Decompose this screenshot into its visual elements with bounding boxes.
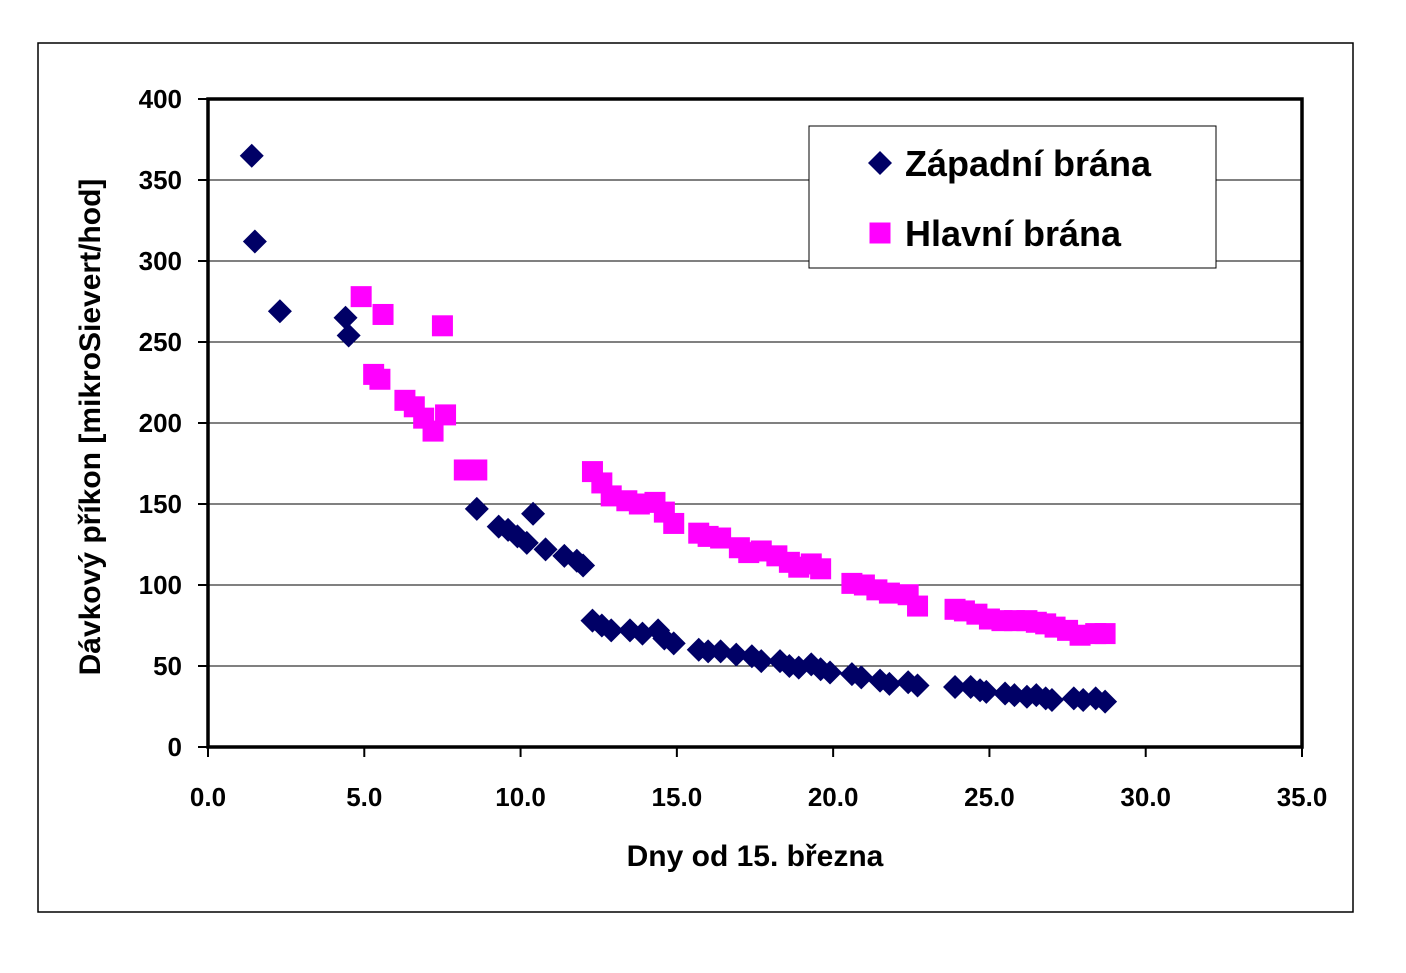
y-tick-label: 200 bbox=[139, 408, 182, 438]
data-point-series-0 bbox=[242, 229, 267, 254]
x-axis-ticks: 0.0 5.0 10.0 15.0 20.0 25.0 30.0 35.0 bbox=[190, 747, 1327, 812]
x-tick-label: 10.0 bbox=[495, 782, 546, 812]
data-point-series-0 bbox=[818, 660, 843, 685]
data-point-series-1 bbox=[710, 527, 732, 549]
data-point-series-0 bbox=[464, 496, 489, 521]
data-point-series-1 bbox=[369, 368, 391, 390]
legend-marker-1 bbox=[869, 222, 891, 244]
data-point-series-0 bbox=[849, 665, 874, 690]
legend-marker-0 bbox=[868, 151, 892, 175]
data-point-series-0 bbox=[1002, 683, 1027, 708]
data-point-series-1 bbox=[663, 512, 685, 534]
y-tick-label: 350 bbox=[139, 165, 182, 195]
data-point-series-0 bbox=[599, 618, 624, 643]
series-markers bbox=[239, 143, 1118, 714]
x-tick-label: 30.0 bbox=[1120, 782, 1171, 812]
data-point-series-0 bbox=[1093, 689, 1118, 714]
data-point-series-0 bbox=[749, 649, 774, 674]
data-point-series-1 bbox=[1094, 623, 1116, 645]
data-point-series-0 bbox=[630, 621, 655, 646]
data-point-series-0 bbox=[514, 530, 539, 555]
data-point-series-0 bbox=[877, 671, 902, 696]
data-point-series-0 bbox=[571, 553, 596, 578]
y-axis-ticks: 0 50 100 150 200 250 300 350 400 bbox=[139, 84, 208, 762]
data-point-series-0 bbox=[974, 679, 999, 704]
y-tick-label: 250 bbox=[139, 327, 182, 357]
data-point-series-1 bbox=[435, 404, 457, 426]
x-tick-label: 15.0 bbox=[652, 782, 703, 812]
data-point-series-1 bbox=[878, 582, 900, 604]
y-axis-title: Dávkový příkon [mikroSievert/hod] bbox=[74, 179, 107, 676]
legend-label-1: Hlavní brána bbox=[905, 213, 1122, 254]
data-point-series-0 bbox=[533, 537, 558, 562]
legend: Západní brána Hlavní brána bbox=[808, 125, 1217, 269]
data-point-series-1 bbox=[466, 459, 488, 481]
x-axis-title: Dny od 15. března bbox=[627, 840, 884, 873]
data-point-series-0 bbox=[239, 143, 264, 168]
y-tick-label: 50 bbox=[153, 651, 182, 681]
x-tick-label: 20.0 bbox=[808, 782, 859, 812]
legend-label-0: Západní brána bbox=[905, 143, 1152, 184]
y-tick-label: 0 bbox=[168, 732, 182, 762]
series-1 bbox=[350, 286, 1116, 646]
data-point-series-0 bbox=[661, 631, 686, 656]
data-point-series-0 bbox=[943, 675, 968, 700]
data-point-series-0 bbox=[905, 673, 930, 698]
data-point-series-0 bbox=[696, 639, 721, 664]
data-point-series-0 bbox=[267, 299, 292, 324]
y-tick-label: 300 bbox=[139, 246, 182, 276]
y-tick-label: 100 bbox=[139, 570, 182, 600]
y-tick-label: 400 bbox=[139, 84, 182, 114]
data-point-series-1 bbox=[372, 303, 394, 325]
x-tick-label: 25.0 bbox=[964, 782, 1015, 812]
data-point-series-0 bbox=[333, 305, 358, 330]
data-point-series-1 bbox=[810, 558, 832, 580]
data-point-series-0 bbox=[708, 639, 733, 664]
data-point-series-1 bbox=[431, 315, 453, 337]
data-point-series-1 bbox=[907, 595, 929, 617]
y-tick-label: 150 bbox=[139, 489, 182, 519]
x-tick-label: 5.0 bbox=[346, 782, 382, 812]
data-point-series-0 bbox=[724, 642, 749, 667]
legend-box bbox=[808, 125, 1217, 269]
data-point-series-0 bbox=[1039, 688, 1064, 713]
series-0 bbox=[239, 143, 1118, 714]
x-tick-label: 0.0 bbox=[190, 782, 226, 812]
x-tick-label: 35.0 bbox=[1277, 782, 1328, 812]
legend-entries: Západní brána Hlavní brána bbox=[868, 143, 1152, 254]
data-point-series-1 bbox=[422, 420, 444, 442]
data-point-series-0 bbox=[336, 323, 361, 348]
data-point-series-1 bbox=[350, 286, 372, 308]
data-point-series-0 bbox=[521, 501, 546, 526]
